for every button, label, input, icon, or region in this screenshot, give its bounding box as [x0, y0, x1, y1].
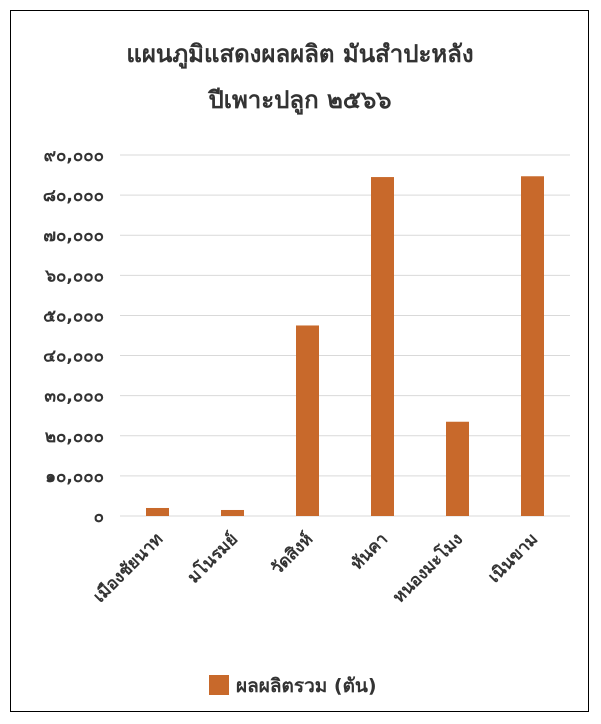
y-tick-label: ๐	[94, 507, 104, 527]
y-tick-label: ๗๐,๐๐๐	[43, 226, 104, 246]
bar	[371, 177, 394, 517]
legend: ผลผลิตรวม (ตัน)	[209, 675, 377, 697]
x-tick-label: มโนรมย์	[183, 529, 242, 588]
y-tick-label: ๔๐,๐๐๐	[43, 347, 104, 367]
bars	[146, 176, 544, 517]
bar	[146, 507, 169, 516]
bar	[521, 176, 544, 516]
x-tick-label: หันคา	[347, 529, 392, 574]
legend-label: ผลผลิตรวม (ตัน)	[236, 675, 377, 697]
y-tick-label: ๑๐,๐๐๐	[45, 467, 104, 487]
y-axis: ๐ ๑๐,๐๐๐ ๒๐,๐๐๐ ๓๐,๐๐๐ ๔๐,๐๐๐ ๕๐,๐๐๐ ๖๐,๐๐๐ ๗๐,…	[43, 146, 104, 527]
bar	[446, 421, 469, 516]
gridlines	[120, 154, 570, 517]
y-tick-label: ๒๐,๐๐๐	[45, 427, 104, 447]
x-tick-label: เนินขาม	[484, 529, 542, 587]
x-tick-label: วัดสิงห์	[266, 529, 317, 580]
x-axis: เมืองชัยนาท มโนรมย์ วัดสิงห์ หันคาหนองมะโมง…	[89, 529, 542, 608]
y-tick-label: ๓๐,๐๐๐	[44, 387, 104, 407]
y-tick-label: ๕๐,๐๐๐	[43, 306, 104, 326]
x-tick-label: หนองมะโมง	[388, 529, 467, 608]
x-tick-label: เมืองชัยนาท	[89, 529, 167, 607]
bar	[221, 509, 244, 516]
y-tick-label: ๘๐,๐๐๐	[43, 186, 104, 206]
chart-title-line2: ปีเพาะปลูก ๒๕๖๖	[207, 86, 391, 115]
legend-swatch	[209, 675, 229, 695]
chart-title-line1: แผนภูมิแสดงผลผลิต มันสำปะหลัง	[126, 40, 473, 69]
bar	[296, 325, 319, 516]
y-tick-label: ๙๐,๐๐๐	[44, 146, 104, 166]
y-tick-label: ๖๐,๐๐๐	[44, 266, 104, 286]
